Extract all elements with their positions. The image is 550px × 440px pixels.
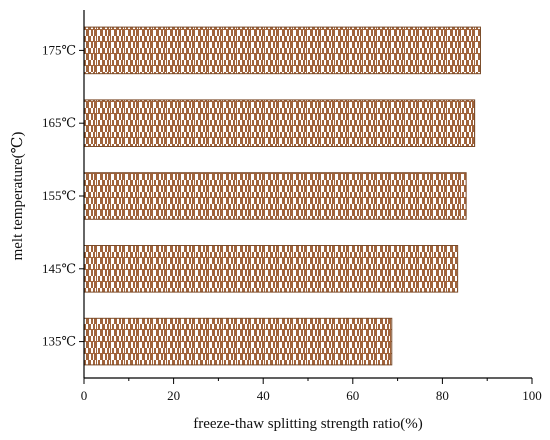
bar-135 [83,317,393,366]
x-tick-label: 40 [257,388,270,403]
y-tick-label: 145℃ [42,261,76,276]
bar-175 [83,26,481,75]
x-tick-label: 80 [436,388,449,403]
y-tick-label: 175℃ [42,42,76,57]
bar-165 [83,99,476,147]
y-tick-label: 155℃ [42,188,76,203]
x-tick-label: 100 [522,388,542,403]
bars-layer [83,26,481,366]
x-tick-label: 0 [81,388,88,403]
bar-155 [83,172,467,220]
y-tick-label: 165℃ [42,115,76,130]
x-axis-title: freeze-thaw splitting strength ratio(%) [193,416,423,432]
x-tick-label: 60 [346,388,359,403]
y-tick-label: 135℃ [42,334,76,349]
bar-145 [83,245,459,293]
x-tick-label: 20 [167,388,180,403]
y-axis-title: melt temperature(℃) [10,132,26,261]
axes-layer: 175℃ 165℃ 155℃ 145℃ 135℃ 0 20 40 60 80 100 [42,10,542,403]
